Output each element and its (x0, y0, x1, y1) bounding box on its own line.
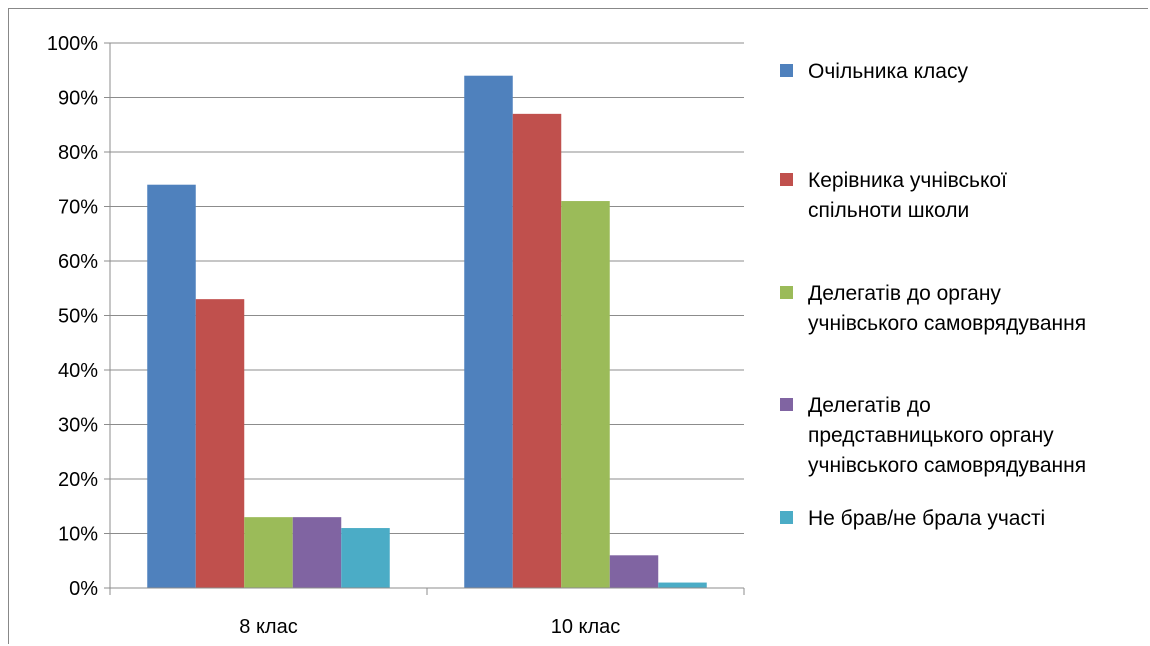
legend-label-line: учнівського самоврядування (808, 312, 1086, 335)
y-tick-label: 90% (58, 88, 98, 110)
chart-frame (8, 8, 1148, 644)
bar (341, 528, 390, 588)
y-tick-label: 50% (58, 306, 98, 328)
legend-label-line: учнівського самоврядування (808, 454, 1086, 477)
legend-label-line: Керівника учнівської (808, 169, 1007, 192)
legend-swatch (780, 64, 793, 77)
legend-swatch (780, 398, 793, 411)
y-tick-label: 30% (58, 415, 98, 437)
bar (292, 517, 342, 588)
legend-swatch (780, 173, 793, 186)
y-tick-label: 70% (58, 197, 98, 219)
legend: Очільника класу Керівника учнівської спіль… (780, 60, 1086, 530)
legend-swatch (780, 286, 793, 299)
legend-label-line: Делегатів до (808, 394, 931, 417)
y-tick-label: 60% (58, 251, 98, 273)
legend-label: Делегатів до представницького органу учнів… (808, 394, 1086, 477)
grid-lines (110, 42, 744, 534)
x-tick-label: 10 клас (551, 616, 621, 638)
legend-label-line: спільноти школи (808, 199, 969, 222)
legend-label-line: Делегатів до органу (808, 282, 1001, 305)
bar (244, 517, 293, 588)
x-axis-ticks: 8 клас 10 клас (109, 588, 745, 638)
bar (512, 113, 562, 588)
bar (561, 201, 610, 589)
legend-label-line: Не брав/не брала участі (808, 507, 1045, 530)
bar (195, 299, 245, 588)
y-tick-label: 80% (58, 142, 98, 164)
legend-label-line: представницького органу (808, 424, 1054, 447)
bar (147, 184, 196, 588)
bar (609, 555, 659, 588)
y-axis-ticks: 0% 10% 20% 30% 40% 50% 60% 70% 80% 90% 100% (47, 33, 110, 600)
x-tick-label: 8 клас (239, 616, 297, 638)
legend-label: Делегатів до органу учнівського самовряду… (808, 282, 1086, 335)
bar (658, 582, 707, 588)
legend-label: Керівника учнівської спільноти школи (808, 169, 1007, 222)
bar (464, 75, 513, 588)
y-tick-label: 0% (69, 578, 98, 600)
legend-swatch (780, 511, 793, 524)
legend-label: Очільника класу (808, 60, 968, 83)
bars (147, 75, 707, 589)
y-tick-label: 10% (58, 524, 98, 546)
y-tick-label: 20% (58, 469, 98, 491)
legend-label: Не брав/не брала участі (808, 507, 1045, 530)
y-tick-label: 40% (58, 360, 98, 382)
legend-label-line: Очільника класу (808, 60, 968, 83)
y-tick-label: 100% (47, 33, 98, 55)
